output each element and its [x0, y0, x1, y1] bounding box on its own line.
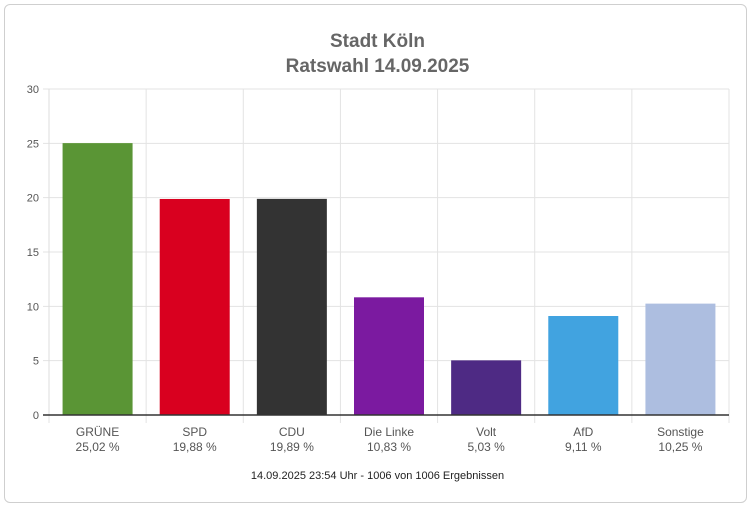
x-value-label: 25,02 % — [76, 440, 120, 454]
x-category-label: AfD — [573, 425, 593, 439]
y-tick-label: 10 — [27, 301, 39, 313]
x-value-label: 10,25 % — [658, 440, 702, 454]
x-category-label: Sonstige — [657, 425, 704, 439]
y-tick-label: 15 — [27, 247, 39, 259]
x-category-label: Die Linke — [364, 425, 414, 439]
y-tick-label: 20 — [27, 193, 39, 205]
x-category-label: Volt — [476, 425, 497, 439]
x-value-label: 10,83 % — [367, 440, 411, 454]
bar-spd — [159, 198, 230, 415]
bar-die-linke — [354, 297, 424, 415]
bar-grüne — [62, 143, 133, 415]
bar-sonstige — [645, 303, 716, 415]
results-footer: 14.09.2025 23:54 Uhr - 1006 von 1006 Erg… — [250, 470, 505, 482]
bar-afd — [548, 316, 619, 415]
y-tick-label: 25 — [27, 138, 39, 150]
bar-cdu — [256, 198, 327, 415]
y-tick-label: 30 — [27, 84, 39, 96]
x-value-label: 19,89 % — [270, 440, 314, 454]
y-tick-label: 0 — [33, 410, 39, 422]
x-value-label: 5,03 % — [467, 440, 505, 454]
x-category-label: CDU — [279, 425, 305, 439]
x-category-label: GRÜNE — [76, 425, 119, 439]
y-tick-label: 5 — [33, 356, 39, 368]
x-category-label: SPD — [182, 425, 207, 439]
chart-title: Stadt Köln — [330, 31, 425, 52]
x-value-label: 19,88 % — [173, 440, 217, 454]
x-value-label: 9,11 % — [565, 440, 602, 454]
chart-subtitle: Ratswahl 14.09.2025 — [285, 56, 470, 77]
bar-volt — [451, 360, 522, 415]
